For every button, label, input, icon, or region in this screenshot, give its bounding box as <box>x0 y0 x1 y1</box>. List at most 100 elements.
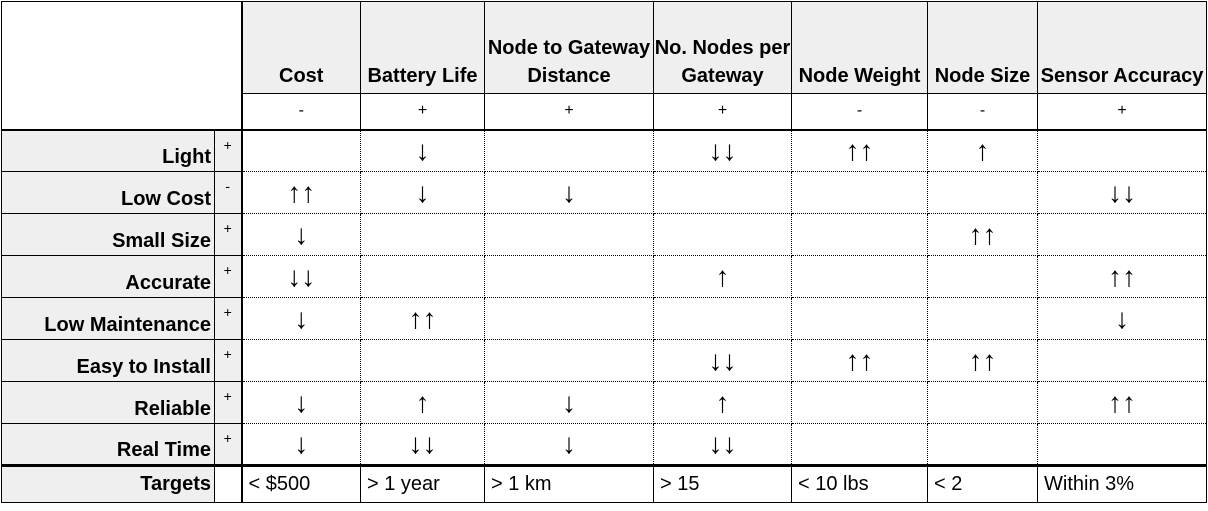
row-sign: - <box>214 171 242 214</box>
column-direction: - <box>240 93 361 130</box>
relationship-cell <box>927 171 1038 214</box>
relationship-cell <box>791 213 928 256</box>
relationship-cell: ↓ <box>484 381 654 424</box>
relationship-cell: ↑ <box>653 381 792 424</box>
relationship-cell <box>791 297 928 340</box>
relationship-cell <box>484 255 654 298</box>
relationship-cell: ↑↑ <box>240 171 361 214</box>
header-row: Cost Battery Life Node to Gateway Distan… <box>1 1 1207 94</box>
relationship-cell: ↓ <box>360 171 485 214</box>
row-sign: + <box>214 128 242 172</box>
relationship-cell: ↓ <box>1037 297 1207 340</box>
targets-sign-cell <box>214 465 242 503</box>
column-direction: - <box>791 93 928 130</box>
relationship-cell <box>791 381 928 424</box>
column-direction: + <box>653 93 792 130</box>
relationship-cell: ↓ <box>484 171 654 214</box>
relationship-cell: ↑ <box>927 128 1038 172</box>
column-header: Node Size <box>927 1 1038 94</box>
row-label: Real Time <box>1 423 215 467</box>
relationship-cell: ↑↑ <box>791 339 928 382</box>
relationship-cell <box>240 128 361 172</box>
relationship-cell <box>927 255 1038 298</box>
column-header: Cost <box>240 1 361 94</box>
relationship-cell: ↓ <box>360 128 485 172</box>
table-row: Real Time + ↓ ↓↓ ↓ ↓↓ <box>1 423 1207 467</box>
relationship-cell: ↑ <box>653 255 792 298</box>
column-header: Battery Life <box>360 1 485 94</box>
relationship-cell <box>240 339 361 382</box>
target-value: > 1 year <box>360 465 485 503</box>
relationship-cell <box>360 339 485 382</box>
relationship-cell: ↑↑ <box>360 297 485 340</box>
table-row: Light + ↓ ↓↓ ↑↑ ↑ <box>1 128 1207 172</box>
relationship-cell: ↓↓ <box>240 255 361 298</box>
relationship-cell <box>360 213 485 256</box>
relationship-cell: ↓↓ <box>653 423 792 467</box>
table-row: Easy to Install + ↓↓ ↑↑ ↑↑ <box>1 339 1207 382</box>
corner-cell <box>1 93 242 130</box>
relationship-cell: ↑↑ <box>927 339 1038 382</box>
relationship-cell <box>1037 128 1207 172</box>
targets-row: Targets < $500 > 1 year > 1 km > 15 < 10… <box>1 465 1207 503</box>
column-header: Node Weight <box>791 1 928 94</box>
relationship-cell <box>791 255 928 298</box>
row-label: Low Cost <box>1 171 215 214</box>
direction-row: - + + + - - + <box>1 93 1207 130</box>
row-label: Light <box>1 128 215 172</box>
relationship-cell: ↑↑ <box>791 128 928 172</box>
relationship-cell <box>360 255 485 298</box>
relationship-cell <box>1037 423 1207 467</box>
relationship-cell: ↓ <box>240 213 361 256</box>
relationship-cell: ↓↓ <box>1037 171 1207 214</box>
row-sign: + <box>214 381 242 424</box>
row-label: Reliable <box>1 381 215 424</box>
relationship-cell: ↓↓ <box>653 339 792 382</box>
column-direction: + <box>360 93 485 130</box>
target-value: < 2 <box>927 465 1038 503</box>
relationship-cell <box>1037 213 1207 256</box>
relationship-cell <box>653 171 792 214</box>
table-row: Low Cost - ↑↑ ↓ ↓ ↓↓ <box>1 171 1207 214</box>
table-row: Accurate + ↓↓ ↑ ↑↑ <box>1 255 1207 298</box>
corner-cell <box>1 1 242 94</box>
relationship-cell: ↑↑ <box>1037 255 1207 298</box>
relationship-cell <box>484 297 654 340</box>
relationship-cell: ↓↓ <box>653 128 792 172</box>
target-value: > 1 km <box>484 465 654 503</box>
table-row: Low Maintenance + ↓ ↑↑ ↓ <box>1 297 1207 340</box>
row-sign: + <box>214 423 242 467</box>
relationship-cell: ↓ <box>240 381 361 424</box>
table-row: Reliable + ↓ ↑ ↓ ↑ ↑↑ <box>1 381 1207 424</box>
row-label: Accurate <box>1 255 215 298</box>
row-label: Low Maintenance <box>1 297 215 340</box>
relationship-cell <box>653 213 792 256</box>
column-direction: - <box>927 93 1038 130</box>
relationship-cell <box>791 423 928 467</box>
relationship-cell <box>1037 339 1207 382</box>
relationship-cell <box>484 128 654 172</box>
relationship-cell: ↓ <box>240 297 361 340</box>
target-value: < $500 <box>240 465 361 503</box>
relationship-cell <box>791 171 928 214</box>
row-sign: + <box>214 297 242 340</box>
relationship-cell <box>484 213 654 256</box>
column-header: Sensor Accuracy <box>1037 1 1207 94</box>
row-sign: + <box>214 255 242 298</box>
relationship-cell: ↓ <box>240 423 361 467</box>
row-label: Easy to Install <box>1 339 215 382</box>
relationship-cell <box>927 423 1038 467</box>
targets-label: Targets <box>1 465 215 503</box>
relationship-cell: ↓ <box>484 423 654 467</box>
row-label: Small Size <box>1 213 215 256</box>
relationship-cell <box>927 381 1038 424</box>
relationship-cell: ↓↓ <box>360 423 485 467</box>
relationship-cell <box>927 297 1038 340</box>
relationship-cell: ↑↑ <box>927 213 1038 256</box>
target-value: Within 3% <box>1037 465 1207 503</box>
target-value: < 10 lbs <box>791 465 928 503</box>
column-direction: + <box>484 93 654 130</box>
relationship-cell <box>484 339 654 382</box>
column-header: Node to Gateway Distance <box>484 1 654 94</box>
